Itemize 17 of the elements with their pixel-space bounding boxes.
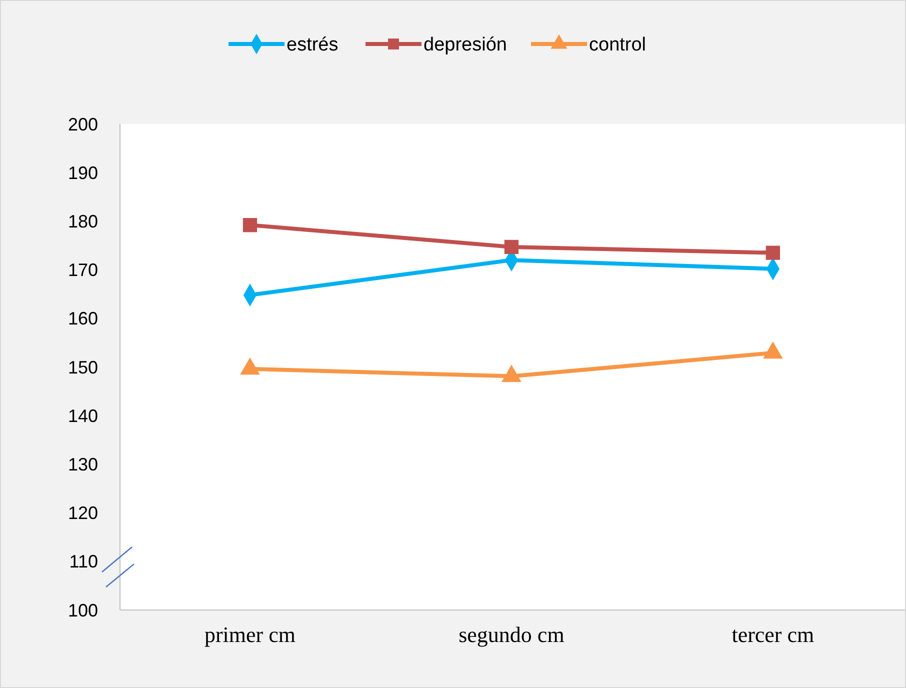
- legend-label: control: [589, 34, 646, 56]
- legend-label: depresión: [424, 34, 507, 56]
- y-tick-label: 100: [68, 600, 98, 620]
- x-tick-label: primer cm: [204, 622, 296, 647]
- y-tick-label: 140: [68, 406, 98, 426]
- y-tick-label: 120: [68, 503, 98, 524]
- y-tick-label: 190: [68, 162, 98, 183]
- y-tick-label: 130: [68, 454, 98, 474]
- y-tick-label: 110: [69, 552, 98, 572]
- y-tick-label: 180: [68, 212, 98, 232]
- x-tick-label: tercer cm: [732, 622, 814, 647]
- y-tick-label: 200: [68, 114, 98, 134]
- legend-label: estrés: [286, 34, 338, 56]
- x-tick-label: segundo cm: [458, 622, 564, 647]
- y-tick-label: 150: [68, 357, 98, 378]
- y-tick-label: 160: [68, 308, 98, 329]
- y-tick-label: 170: [68, 260, 98, 280]
